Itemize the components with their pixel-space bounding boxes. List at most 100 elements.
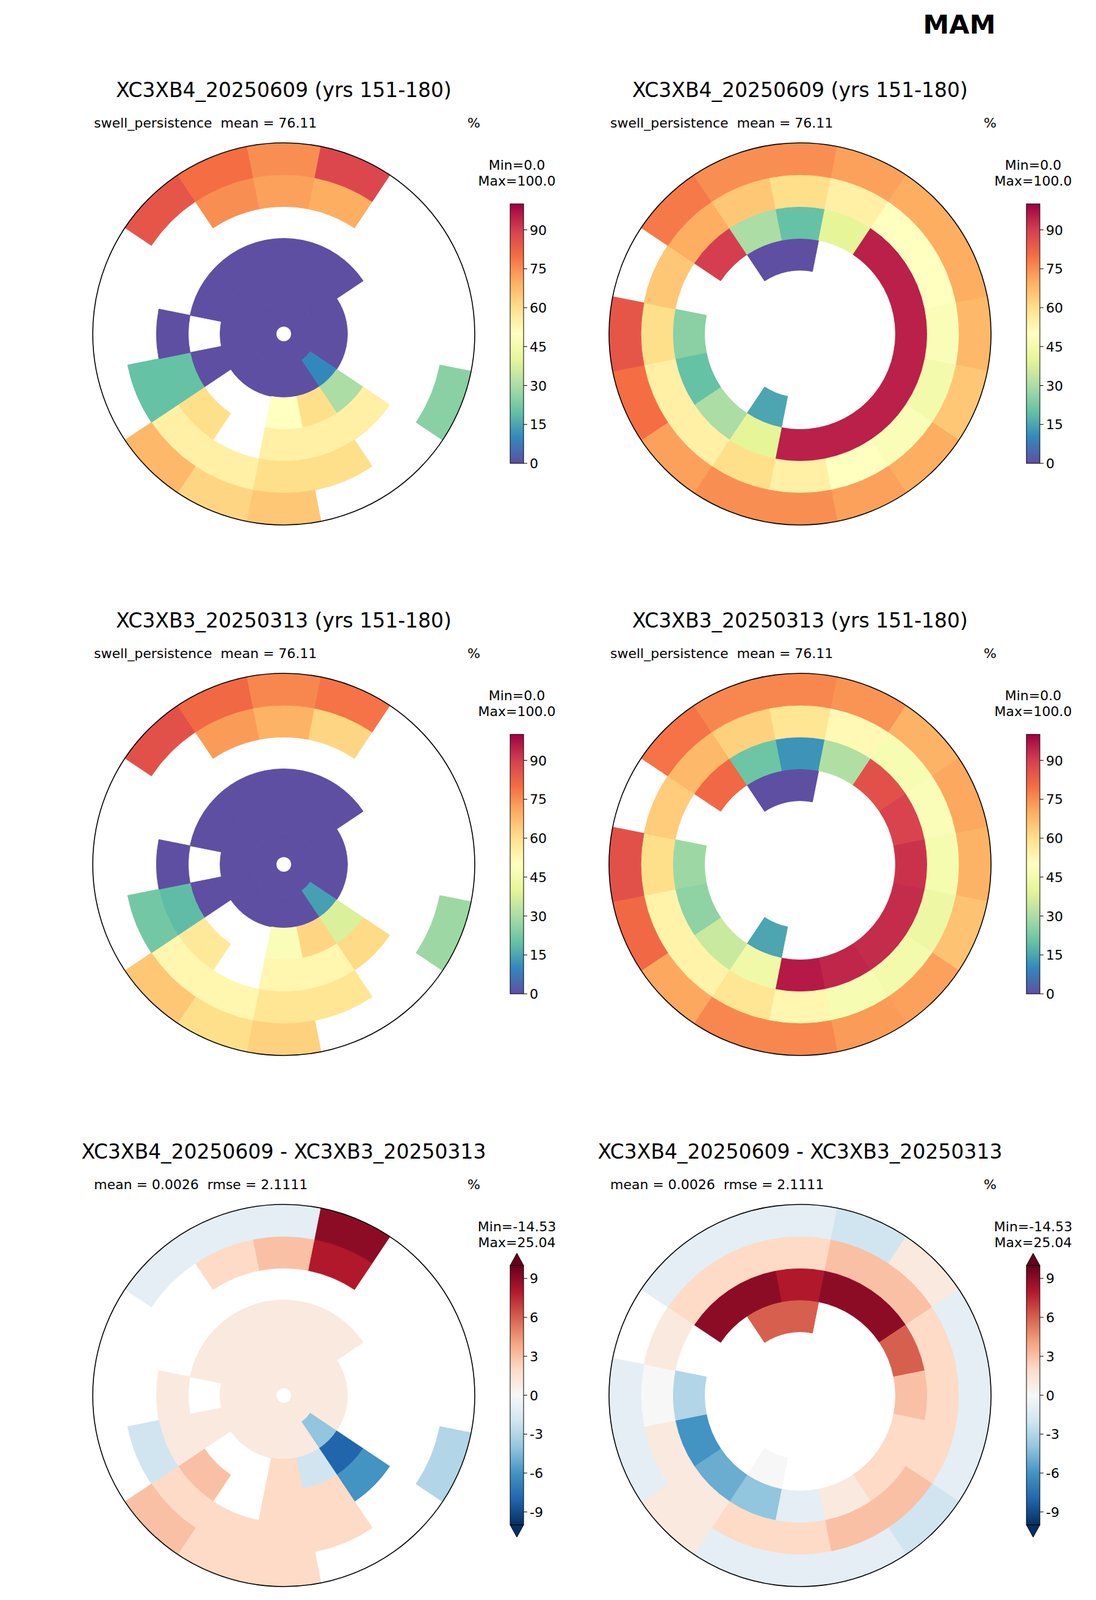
map-cell <box>609 296 644 372</box>
map-boundary <box>92 673 475 1056</box>
map-cell <box>768 174 832 209</box>
map-cell <box>252 989 315 1024</box>
map-cell <box>831 996 907 1052</box>
map-cell <box>672 839 707 889</box>
colorbar-tick-label: 9 <box>529 1270 539 1286</box>
figure: MAMXC3XB4_20250609 (yrs 151-180)swell_pe… <box>0 0 1096 1600</box>
map-cell <box>640 832 675 896</box>
min-label: Min=0.0 <box>488 687 545 704</box>
colorbar-tick-label: 30 <box>1045 378 1064 394</box>
colorbar-tick <box>523 1472 528 1474</box>
colorbar-tick-label: 45 <box>1045 339 1064 355</box>
units-label: % <box>983 115 997 131</box>
colorbar-tick <box>523 837 528 839</box>
map-cell <box>156 839 190 889</box>
map-cell <box>640 1363 675 1427</box>
colorbar-tick-label: 75 <box>1045 261 1064 277</box>
colorbar-tick <box>523 307 528 309</box>
map-cell <box>252 1520 315 1555</box>
colorbar-tick <box>523 424 528 425</box>
map-cell <box>264 1457 303 1491</box>
map-cell <box>308 439 373 491</box>
colorbar-tick-label: 90 <box>1045 753 1064 769</box>
colorbar-tick <box>523 759 528 761</box>
panel: XC3XB4_20250609 (yrs 151-180)swell_persi… <box>92 78 556 525</box>
map-cell <box>264 238 303 272</box>
colorbar-tick-label: 0 <box>529 455 539 472</box>
colorbar-tick-label: 75 <box>529 261 547 277</box>
colorbar-tick-label: -6 <box>529 1465 544 1481</box>
panel: XC3XB4_20250609 - XC3XB3_20250313mean = … <box>598 1139 1073 1587</box>
colorbar-tick <box>1039 1355 1044 1356</box>
map-cell <box>768 1235 832 1270</box>
map-cell <box>246 142 321 178</box>
map-cell <box>230 770 272 812</box>
stats-label: mean = 0.0026 <box>93 1176 199 1192</box>
units-label: % <box>983 1176 997 1192</box>
map-cell <box>781 768 819 802</box>
max-label: Max=25.04 <box>478 1234 556 1250</box>
map-cell <box>925 302 960 365</box>
map-cell <box>925 832 960 896</box>
units-label: % <box>467 115 481 131</box>
colorbar <box>1026 734 1040 994</box>
colorbar-tick <box>523 268 528 270</box>
colorbar-tick <box>523 798 528 800</box>
map-cell <box>672 1370 707 1420</box>
map-boundary <box>609 142 992 525</box>
map-cell <box>893 308 927 359</box>
max-label: Max=100.0 <box>478 173 556 189</box>
stats-label: mean = 76.11 <box>220 115 318 131</box>
colorbar-tick <box>523 1277 528 1279</box>
map-cell <box>762 1020 838 1056</box>
map-cell <box>775 427 825 461</box>
colorbar-tick <box>1039 759 1044 761</box>
map-cell <box>319 254 364 299</box>
colorbar-tick <box>523 1355 528 1356</box>
colorbar <box>510 203 524 464</box>
colorbar-tick-label: 75 <box>1045 791 1064 807</box>
colorbar-tick <box>1039 954 1044 956</box>
map-cell <box>314 676 390 732</box>
map-cells <box>609 673 992 1056</box>
map-cell <box>612 895 668 971</box>
colorbar-tick <box>1039 798 1044 800</box>
map-cells <box>125 1204 472 1587</box>
map-cell <box>893 839 927 889</box>
map-cell <box>127 1420 178 1484</box>
colorbar-tick-label: 75 <box>529 791 547 807</box>
map-cells <box>125 142 472 525</box>
colorbar-extend <box>510 1252 524 1266</box>
map-boundary <box>92 142 475 525</box>
map-cell <box>609 1357 644 1433</box>
panel-title: XC3XB4_20250609 (yrs 151-180) <box>632 78 968 102</box>
map-cell <box>127 889 178 953</box>
map-cell <box>932 757 988 833</box>
units-label: % <box>467 645 481 661</box>
colorbar-tick <box>1039 1394 1044 1396</box>
colorbar-tick <box>523 463 528 464</box>
map-cell <box>640 302 675 365</box>
map-cell <box>246 490 321 525</box>
colorbar-tick <box>1039 1510 1044 1512</box>
colorbar-tick-label: 15 <box>1045 947 1064 963</box>
colorbar-tick <box>523 954 528 956</box>
pole-mask <box>276 856 292 872</box>
min-label: Min=-14.53 <box>477 1218 556 1234</box>
panel: XC3XB4_20250609 - XC3XB3_20250313mean = … <box>81 1139 557 1587</box>
variable-label: swell_persistence <box>610 645 729 662</box>
colorbar-tick-label: -6 <box>1045 1465 1060 1481</box>
map-cell <box>893 1370 927 1420</box>
variable-label: swell_persistence <box>610 115 729 132</box>
colorbar-tick <box>523 346 528 347</box>
stats-label: mean = 0.0026 <box>610 1176 716 1192</box>
map-cell <box>693 676 769 732</box>
map-cell <box>125 952 196 1023</box>
colorbar <box>1026 203 1040 464</box>
map-cell <box>125 1483 196 1554</box>
colorbar-extend <box>1026 1252 1040 1266</box>
colorbar-tick-label: 3 <box>529 1348 539 1364</box>
map-boundary <box>609 673 992 1056</box>
stats-label: rmse = 2.1111 <box>207 1176 308 1192</box>
colorbar-tick <box>1039 993 1044 995</box>
